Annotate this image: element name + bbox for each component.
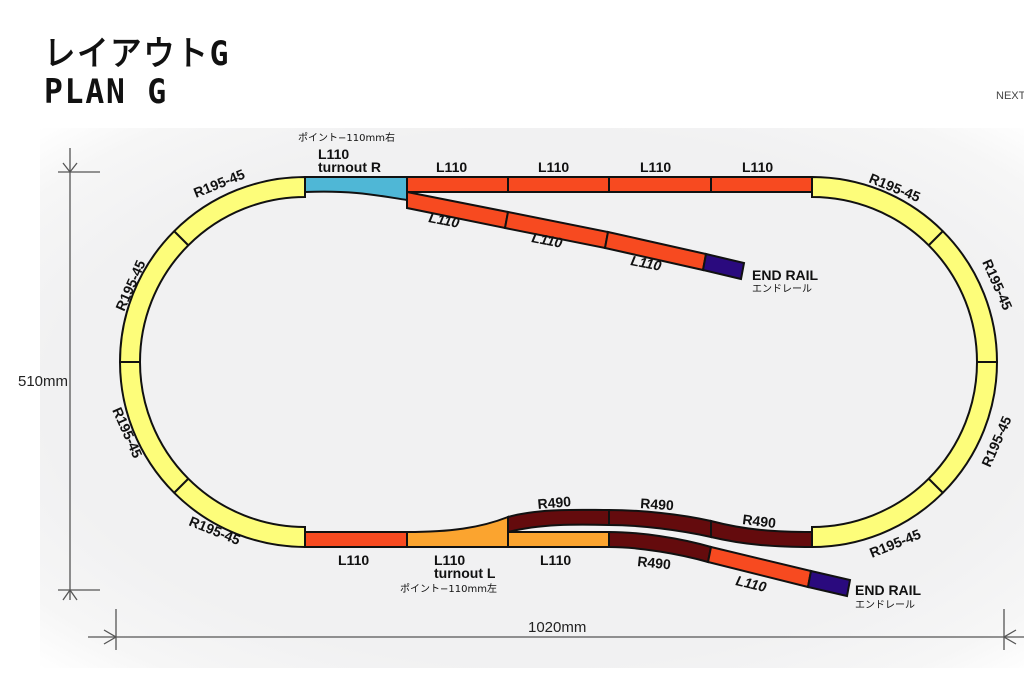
siding-label: L110 xyxy=(734,572,768,595)
turnout-l-straight xyxy=(507,531,610,548)
turnout-r-jp-label: ポイント−110mm右 xyxy=(298,131,395,144)
width-label: 1020mm xyxy=(528,619,586,636)
r490-label: R490 xyxy=(537,493,572,512)
next-link[interactable]: NEXT xyxy=(996,90,1024,102)
straight-label: L110 xyxy=(742,159,773,175)
left-curve-loop xyxy=(118,175,306,549)
turnout-r[interactable] xyxy=(304,176,408,202)
turnout-l-jp-label: ポイント−110mm左 xyxy=(400,582,497,595)
siding-label: L110 xyxy=(629,252,663,274)
end-rail-label-en: END RAIL xyxy=(752,267,819,283)
width-dimension xyxy=(88,609,1024,650)
end-rail-label-en: END RAIL xyxy=(855,582,922,598)
end-rail-label-jp: エンドレール xyxy=(752,284,812,295)
right-curve-loop xyxy=(811,175,999,549)
turnout-l[interactable] xyxy=(406,515,509,548)
r490-outer xyxy=(507,508,813,549)
r490-label: R490 xyxy=(637,553,672,572)
straight-label: L110 xyxy=(640,159,671,175)
straight-label: L110 xyxy=(436,159,467,175)
r490-label: R490 xyxy=(742,511,777,531)
turnout-r-label-2: turnout R xyxy=(318,159,381,175)
siding-label: L110 xyxy=(530,229,564,251)
title-english: PLAN G xyxy=(44,72,169,112)
straight-label: L110 xyxy=(538,159,569,175)
straight-label: L110 xyxy=(338,552,369,568)
turnout-l-label-1: L110 xyxy=(434,552,465,568)
r490-label: R490 xyxy=(640,495,675,513)
height-dimension xyxy=(58,148,100,601)
turnout-r-label-1: L110 xyxy=(318,146,349,162)
top-straights xyxy=(406,176,813,193)
end-rail-label-jp: エンドレール xyxy=(855,600,915,611)
bottom-straight-left xyxy=(304,531,408,548)
end-rail-bottom[interactable] xyxy=(806,569,852,598)
turnout-l-label-2: turnout L xyxy=(434,565,496,581)
height-label: 510mm xyxy=(18,373,68,390)
title-japanese: レイアウトG xyxy=(44,34,231,74)
end-rail-top[interactable] xyxy=(701,252,746,281)
siding-label: L110 xyxy=(427,209,461,231)
straight-label: L110 xyxy=(540,552,571,568)
